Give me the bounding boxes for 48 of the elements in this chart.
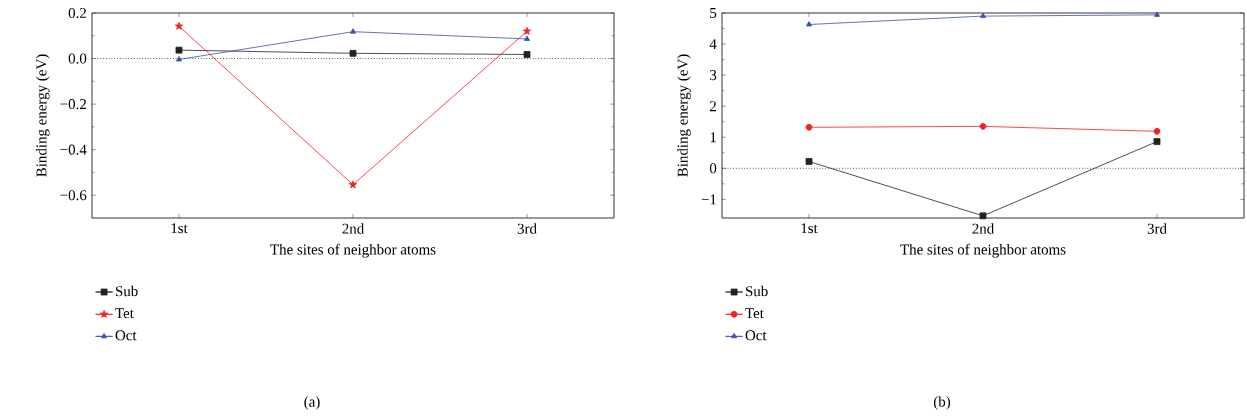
point (979, 122, 987, 130)
point (1154, 11, 1160, 17)
point (524, 35, 530, 41)
point (522, 26, 532, 35)
point (805, 158, 813, 165)
legend-label: Sub (745, 285, 768, 297)
point (174, 21, 184, 30)
x-tick-label: 2nd (972, 223, 995, 234)
x-tick-label: 1st (801, 223, 818, 234)
y-tick-label: 1 (710, 132, 716, 143)
legend-label: Oct (115, 330, 137, 341)
x-tick-label: 1st (171, 223, 188, 234)
point (175, 46, 183, 54)
y-tick-label: 0 (709, 163, 717, 174)
legend-label: Tet (115, 308, 134, 319)
y-tick-label: 4 (709, 39, 717, 49)
y-tick-label: 3 (710, 70, 717, 81)
point (176, 56, 182, 62)
point (805, 123, 813, 131)
legend-label: Sub (115, 285, 138, 297)
y-tick-label: −1 (701, 194, 716, 205)
y-tick-label: 5 (710, 8, 717, 18)
x-tick-label: 3rd (517, 223, 537, 234)
x-tick-label: 3rd (1147, 223, 1167, 234)
point (350, 28, 356, 34)
point (1153, 127, 1161, 135)
x-axis-title: The sites of neighbor atoms (900, 243, 1066, 258)
x-axis-title: The sites of neighbor atoms (270, 243, 436, 258)
point (980, 12, 986, 18)
x-tick-label: 2nd (342, 223, 365, 234)
point (979, 212, 987, 220)
point (349, 49, 357, 57)
y-axis-title: Binding energy (eV) (677, 54, 691, 177)
y-tick-label: −0.2 (60, 99, 86, 110)
text: (b) (933, 396, 951, 410)
point (348, 180, 358, 189)
y-tick-label: 2 (710, 101, 716, 112)
y-tick-label: 0.0 (68, 53, 87, 64)
point (1153, 138, 1161, 145)
y-tick-label: 0.2 (68, 7, 86, 19)
y-tick-label: −0.6 (60, 190, 87, 201)
point (806, 21, 812, 27)
text: (a) (304, 396, 320, 410)
point (523, 51, 531, 58)
y-axis-title: Binding energy (eV) (35, 54, 50, 177)
legend-label: Oct (745, 330, 767, 341)
y-tick-label: −0.4 (60, 144, 87, 155)
legend-label: Tet (745, 308, 764, 319)
